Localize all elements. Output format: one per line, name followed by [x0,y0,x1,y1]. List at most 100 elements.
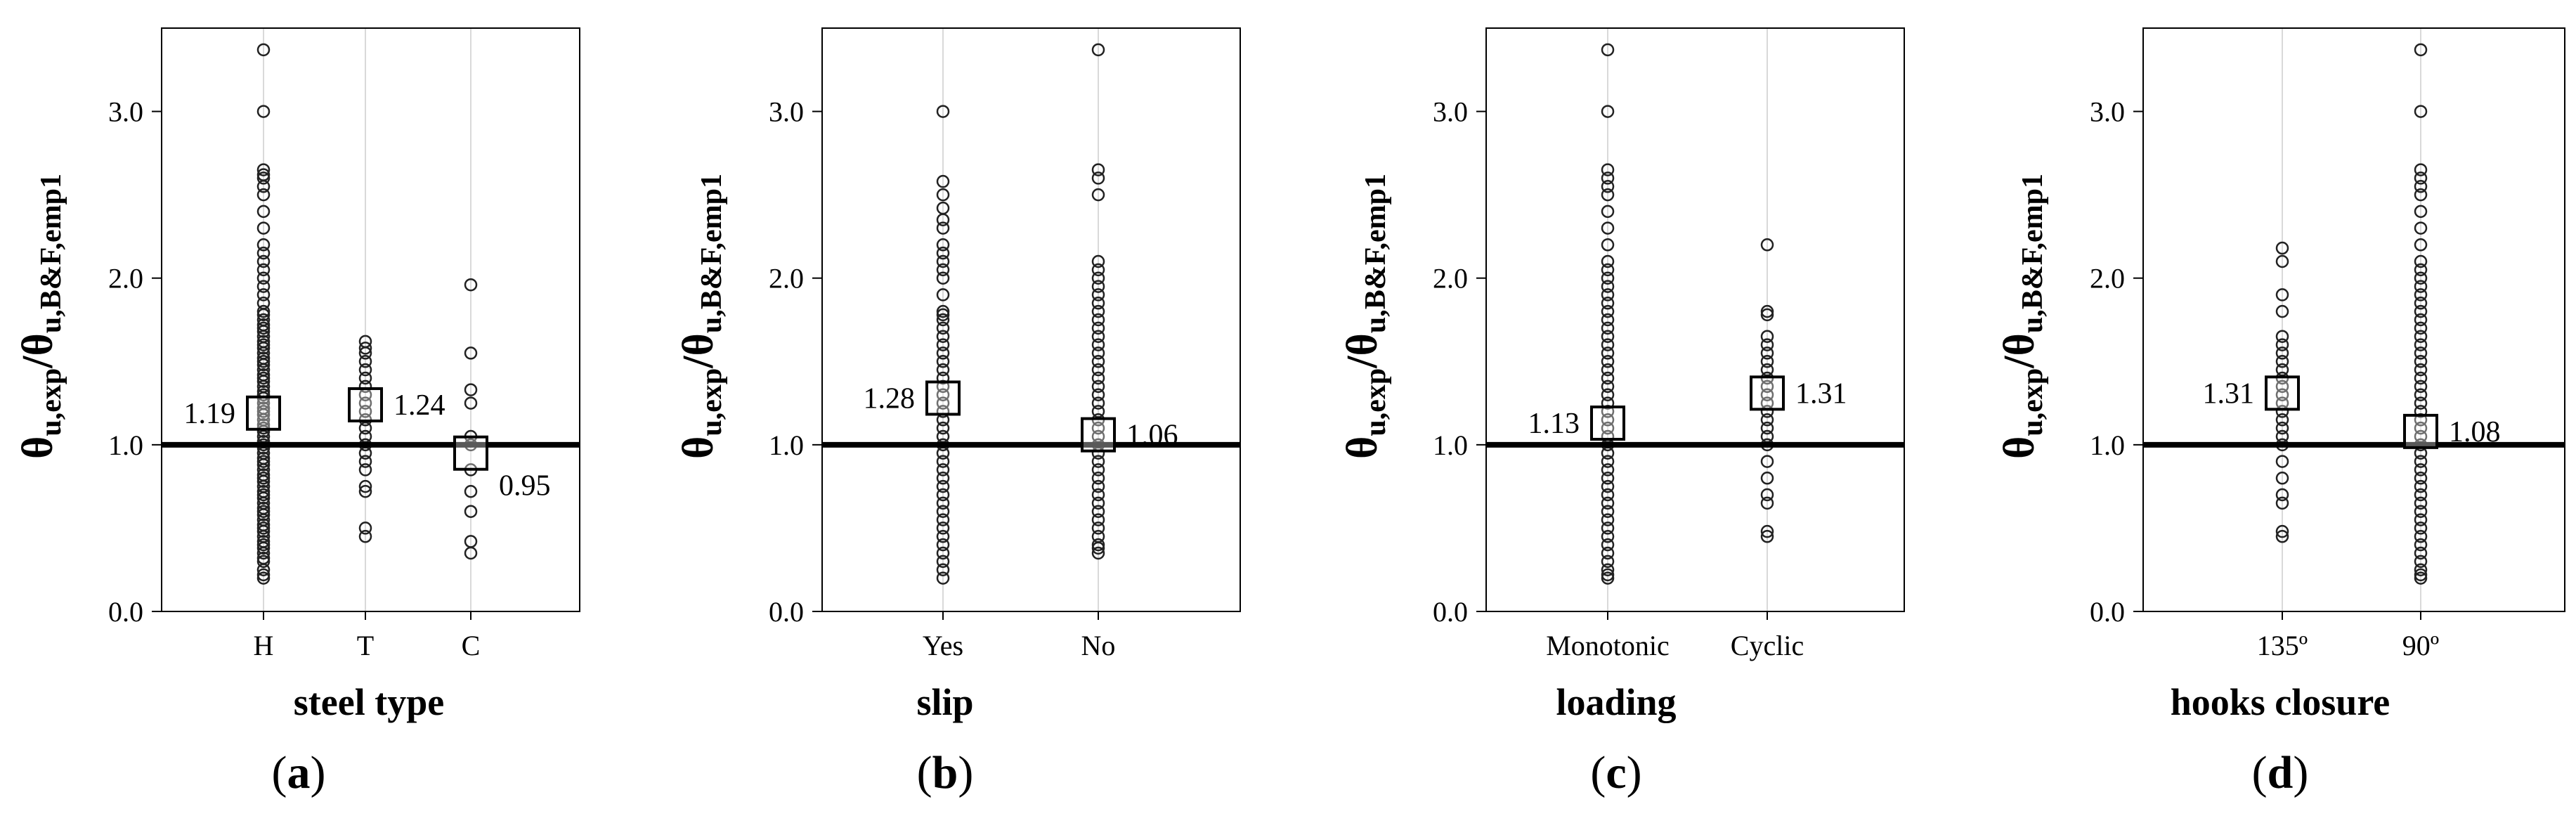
data-point [358,342,372,355]
data-point [1091,188,1105,202]
data-point [256,505,271,518]
data-point [2414,555,2428,569]
data-point [936,513,950,526]
mean-label: 0.95 [499,470,551,503]
data-point [2414,288,2428,302]
data-point [1091,304,1105,318]
data-point [2275,338,2289,351]
data-point [936,338,950,351]
mean-label: 1.31 [2203,377,2255,410]
data-point [1760,355,1774,368]
data-point [2275,421,2289,435]
data-point [464,383,478,396]
data-point [1091,288,1105,302]
y-tick-label: 1.0 [1433,429,1468,461]
data-point [1091,355,1105,368]
data-point [358,530,372,543]
mean-marker [1590,406,1625,441]
plot-frame [821,27,1241,612]
data-point [936,546,950,560]
data-point [2414,530,2428,543]
y-tick-label: 3.0 [769,96,804,128]
data-point [256,163,271,176]
data-point [2275,241,2289,255]
data-point [1601,288,1615,302]
data-point [2414,371,2428,385]
data-point [2414,346,2428,360]
data-point [1091,521,1105,535]
y-tick-label: 2.0 [2090,263,2125,294]
data-point [256,555,271,569]
data-point [1091,405,1105,418]
data-point [1091,297,1105,310]
data-point [358,463,372,477]
mean-label: 1.24 [393,389,445,422]
data-point [1601,180,1615,193]
data-point [1091,496,1105,510]
data-point [2414,396,2428,410]
data-point [1601,455,1615,468]
data-point [2414,221,2428,235]
data-point [2275,380,2289,394]
data-point [2414,568,2428,582]
data-point [936,174,950,188]
data-point [256,271,271,285]
panel-b: 0.0 1.0 2.0 3.0 Yes No 1.28 1.06 θu,exp/θu,B&F,… [661,0,1293,823]
data-point [2414,180,2428,193]
data-point [256,238,271,252]
data-point [936,355,950,368]
data-point [1601,555,1615,569]
data-point [2275,496,2289,510]
data-point [358,380,372,394]
panel-b-plot: 0.0 1.0 2.0 3.0 Yes No 1.28 1.06 [769,27,1241,661]
y-tick-label: 0.0 [769,596,804,628]
data-point [256,451,271,465]
data-point [1601,371,1615,385]
data-point [2275,488,2289,502]
data-point [464,278,478,292]
data-point [256,521,271,535]
mean-label: 1.06 [1126,420,1178,452]
data-point [1760,338,1774,351]
data-point [1601,363,1615,377]
panel-d-plot: 0.0 1.0 2.0 3.0 135º 90º 1.31 1.08 [2090,27,2565,661]
data-point [1091,271,1105,285]
y-tick-label: 1.0 [108,429,143,461]
data-point [1091,254,1105,268]
data-point [2275,455,2289,468]
data-point [2275,330,2289,343]
data-point [256,401,271,415]
data-point [2414,238,2428,252]
data-point [936,538,950,552]
data-point [1601,568,1615,582]
data-point [2414,280,2428,293]
data-point [936,105,950,118]
x-tick-label: No [1081,630,1116,661]
data-point [1760,472,1774,485]
mean-label: 1.13 [1528,408,1580,440]
data-point [358,479,372,493]
y-tick-label: 3.0 [2090,96,2125,128]
data-point [256,488,271,502]
data-point [936,238,950,252]
data-point [2414,571,2428,585]
data-point [1601,188,1615,202]
mean-label: 1.19 [184,398,236,430]
data-point [2275,288,2289,302]
data-point [2414,163,2428,176]
y-tick-label: 2.0 [108,263,143,294]
data-point [256,263,271,277]
data-point [464,396,478,410]
data-point [1601,421,1615,435]
data-point [256,246,271,260]
panel-label: (d) [2251,747,2309,798]
data-point [936,263,950,277]
data-point [2275,413,2289,427]
data-point [1760,304,1774,318]
data-point [1601,254,1615,268]
data-point [2275,304,2289,318]
data-point [1091,171,1105,185]
mean-label: 1.08 [2449,416,2501,448]
data-point [1601,530,1615,543]
data-point [1760,380,1774,394]
